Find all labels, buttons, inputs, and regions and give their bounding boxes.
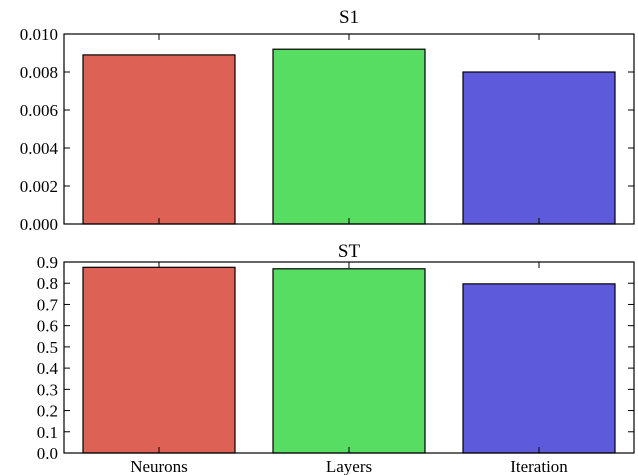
s1-ytick-label: 0.004 bbox=[20, 139, 59, 158]
st-ytick-label: 0.0 bbox=[37, 444, 58, 463]
st-ytick-label: 0.3 bbox=[37, 380, 58, 399]
st-ytick-label: 0.6 bbox=[37, 317, 58, 336]
s1-ytick-label: 0.006 bbox=[20, 101, 58, 120]
s1-bar-layers bbox=[272, 48, 426, 225]
st-xtick-label-iteration: Iteration bbox=[510, 457, 568, 475]
st-xtick-label-layers: Layers bbox=[326, 457, 372, 475]
st-bar-neurons bbox=[82, 266, 236, 454]
st-chart-title: ST bbox=[338, 241, 361, 262]
s1-bar-neurons bbox=[82, 54, 236, 225]
s1-ytick-label: 0.000 bbox=[20, 215, 58, 234]
st-ytick-label: 0.2 bbox=[37, 402, 58, 421]
s1-bar-iteration bbox=[462, 71, 616, 225]
st-xtick-label-neurons: Neurons bbox=[130, 457, 188, 475]
st-chart: ST 0.0 0.1 0.2 0.3 0.4 0.5 0.6 0.7 0.8 0.9 Neurons… bbox=[37, 241, 635, 475]
st-ytick-label: 0.5 bbox=[37, 338, 58, 357]
s1-chart: S1 0.000 0.002 0.004 0.006 0.008 0.010 bbox=[20, 7, 635, 234]
st-ytick-label: 0.4 bbox=[37, 359, 59, 378]
s1-ytick-label: 0.008 bbox=[20, 63, 58, 82]
st-ytick-label: 0.1 bbox=[37, 423, 58, 442]
st-bar-iteration bbox=[462, 283, 616, 454]
s1-ytick-label: 0.010 bbox=[20, 25, 58, 44]
s1-chart-title: S1 bbox=[339, 7, 359, 28]
st-ytick-label: 0.9 bbox=[37, 253, 58, 272]
s1-ytick-label: 0.002 bbox=[20, 177, 58, 196]
st-bar-layers bbox=[272, 268, 426, 454]
st-ytick-label: 0.8 bbox=[37, 274, 58, 293]
st-ytick-label: 0.7 bbox=[37, 295, 59, 314]
